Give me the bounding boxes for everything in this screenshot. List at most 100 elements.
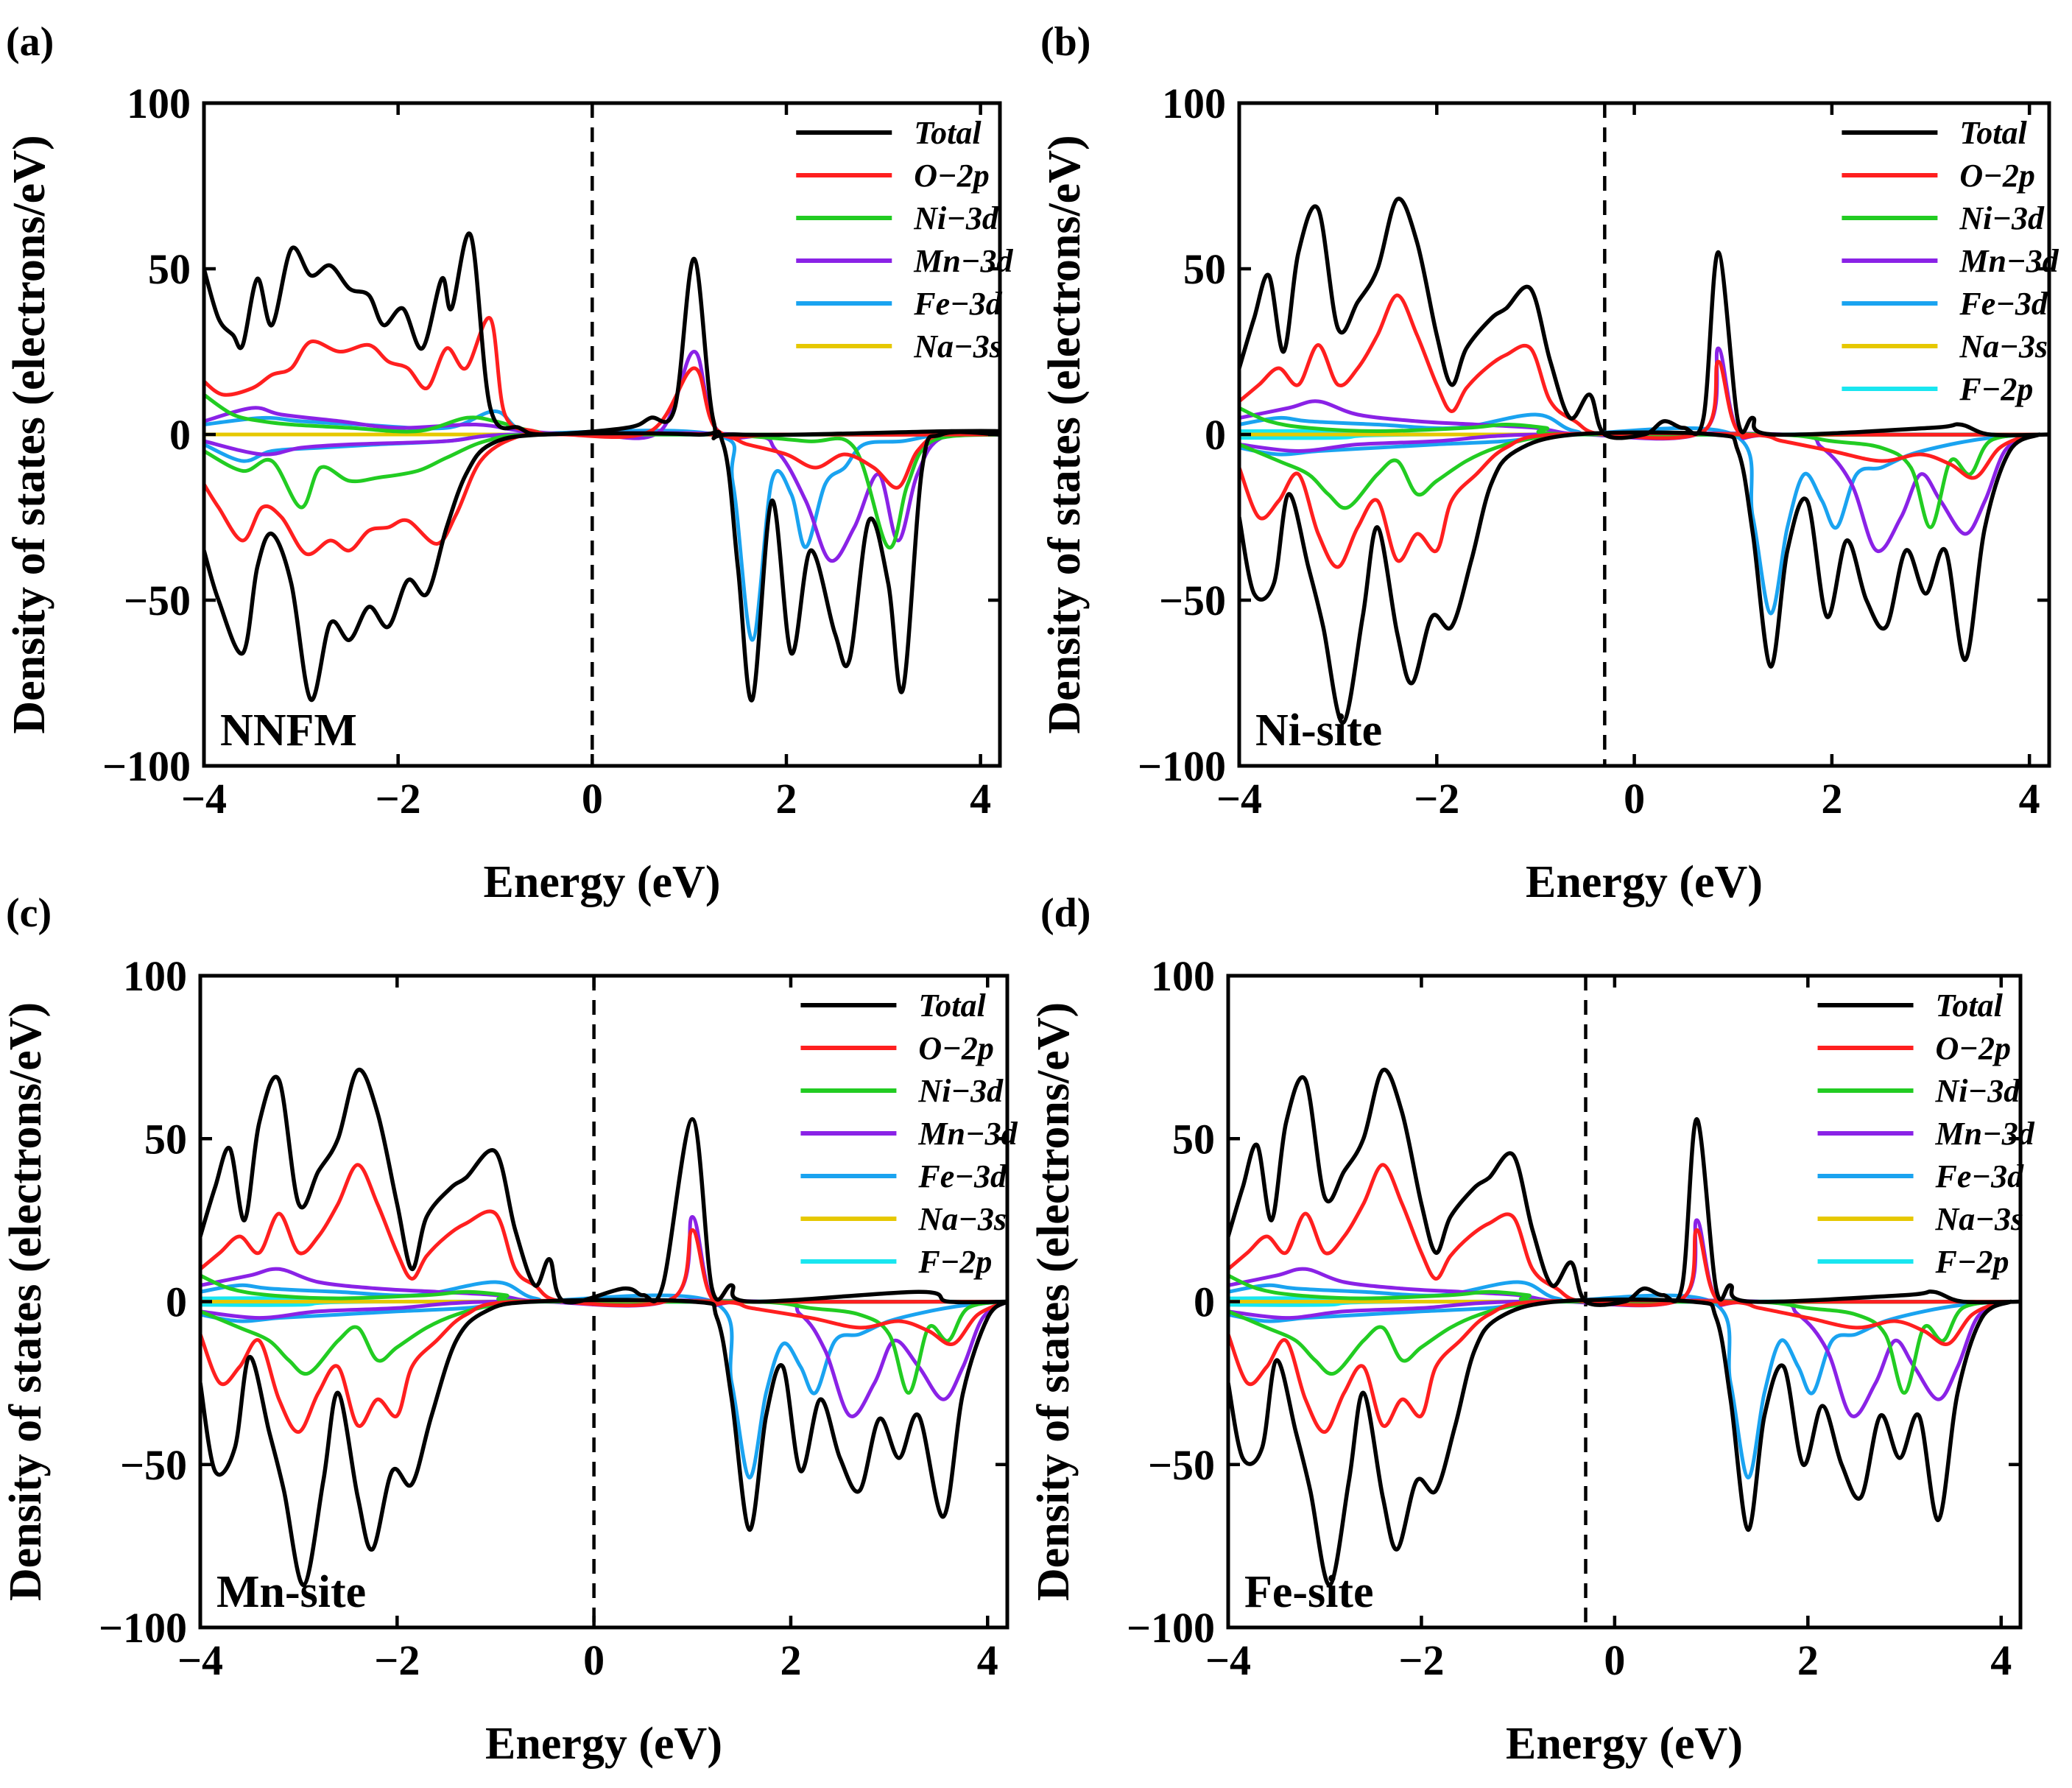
legend-label-fe3d: Fe−3d [913,286,1003,322]
y-tick-label: −100 [1127,1604,1215,1652]
y-axis-label: Density of states (electrons/eV) [4,135,54,733]
x-axis-label: Energy (eV) [484,857,721,907]
panel-label: (d) [1040,890,1090,936]
legend-label-mn3d: Mn−3d [1959,243,2059,279]
series-total-up [200,1067,1007,1305]
legend-label-ni3d: Ni−3d [917,1073,1004,1109]
legend: Total O−2p Ni−3d Mn−3d Fe−3d Na−3s F−2p [1842,115,2059,407]
x-axis-label: Energy (eV) [1506,1719,1743,1769]
series-mn3d-down [1239,431,2032,554]
y-tick-label: −100 [99,1604,187,1652]
series-o2p-up [200,1163,1007,1308]
structure-annotation: Fe-site [1244,1567,1374,1617]
y-axis-label: Density of states (electrons/eV) [1029,1002,1079,1601]
chart-panel-1: (a) −4 −2 0 2 4 100 50 0 −50 −100 Energy (eV) Densit… [4,19,1014,907]
legend-label-o2p: O−2p [1936,1030,2011,1066]
y-tick-label: 0 [1205,411,1226,459]
y-tick-label: 100 [123,952,187,1000]
series-ni3d-down [204,432,1000,549]
legend-label-total: Total [1959,115,2027,151]
legend-label-f2p: F−2p [1959,371,2033,407]
legend-label-fe3d: Fe−3d [917,1158,1007,1194]
legend-label-o2p: O−2p [914,158,989,194]
series-o2p-down [1228,1298,2004,1434]
x-axis-label: Energy (eV) [485,1719,722,1769]
legend-label-total: Total [918,988,986,1024]
legend-label-na3s: Na−3s [917,1201,1007,1237]
y-tick-label: −100 [102,742,191,790]
legend-label-o2p: O−2p [918,1030,993,1066]
series-fe3d-down [1239,426,2032,616]
x-tick-label: 0 [1604,1636,1625,1684]
series-o2p-down [204,431,1000,557]
series-total-up [204,231,1000,440]
panel-label: (c) [6,890,52,936]
chart-panel-3: (c) −4 −2 0 2 4 100 50 0 −50 −100 Energy (eV) Densit… [1,890,1018,1769]
x-tick-label: 4 [2019,775,2040,823]
x-tick-label: 2 [1821,775,1842,823]
y-tick-label: 0 [1194,1278,1215,1326]
y-tick-label: 50 [1172,1115,1215,1163]
legend-label-total: Total [1936,988,2004,1024]
series-total-down [200,1298,1007,1588]
x-tick-label: −2 [374,1636,420,1684]
x-tick-label: 4 [1990,1636,2012,1684]
series-o2p-up [1239,293,2049,440]
y-tick-label: −100 [1138,742,1226,790]
y-tick-label: 100 [127,80,191,127]
x-tick-label: 2 [780,1636,801,1684]
series-o2p-down [200,1298,1007,1434]
legend-label-na3s: Na−3s [913,328,1002,365]
legend-label-fe3d: Fe−3d [1935,1158,2025,1194]
x-axis-label: Energy (eV) [1526,857,1763,907]
y-tick-label: 0 [169,411,191,459]
legend-label-ni3d: Ni−3d [1935,1073,2021,1109]
series-total-down [1228,1297,2013,1588]
series-mn3d-down [1228,1298,2004,1418]
series-o2p-down [1239,431,2032,569]
series-total-down [204,429,1000,703]
legend-label-total: Total [914,115,982,151]
structure-annotation: Mn-site [216,1567,366,1617]
y-tick-label: −50 [1148,1441,1215,1489]
legend-label-mn3d: Mn−3d [1935,1116,2035,1152]
y-tick-label: 100 [1162,80,1226,127]
x-tick-label: 0 [582,775,603,823]
y-tick-label: 100 [1151,952,1215,1000]
y-tick-label: 50 [1183,245,1226,293]
legend-label-f2p: F−2p [1935,1244,2009,1280]
structure-annotation: NNFM [220,705,357,756]
panel-label: (b) [1040,19,1090,65]
y-tick-label: 50 [148,245,191,293]
dos-curves [1228,1067,2020,1588]
dos-curves [200,1067,1007,1588]
y-tick-label: −50 [120,1441,187,1489]
y-tick-label: 0 [166,1278,187,1326]
legend-label-na3s: Na−3s [1959,328,2048,365]
series-fe3d-down [200,1293,1007,1480]
legend-label-fe3d: Fe−3d [1959,286,2048,322]
x-tick-label: 4 [970,775,991,823]
y-tick-label: −50 [1159,577,1226,624]
x-tick-label: 2 [1797,1636,1819,1684]
series-total-up [1239,197,2049,440]
legend-label-ni3d: Ni−3d [1959,200,2045,236]
legend-label-ni3d: Ni−3d [913,200,999,236]
x-tick-label: −2 [376,775,421,823]
y-axis-label: Density of states (electrons/eV) [1,1002,51,1601]
y-tick-label: −50 [124,577,191,624]
series-o2p-up [1228,1163,2020,1307]
x-tick-label: 0 [1624,775,1645,823]
chart-panel-2: (b) −4 −2 0 2 4 100 50 0 −50 −100 Energy (eV) Densit… [1040,19,2059,907]
x-tick-label: −2 [1414,775,1459,823]
x-tick-label: 0 [583,1636,605,1684]
x-tick-label: −2 [1398,1636,1444,1684]
series-o2p-up [204,316,1000,440]
legend-label-mn3d: Mn−3d [917,1116,1018,1152]
legend: Total O−2p Ni−3d Mn−3d Fe−3d Na−3s F−2p [800,988,1018,1280]
y-axis-label: Density of states (electrons/eV) [1040,135,1090,733]
series-fe3d-down [1228,1293,2004,1480]
series-total-down [1239,430,2042,725]
dos-curves [204,231,1000,703]
